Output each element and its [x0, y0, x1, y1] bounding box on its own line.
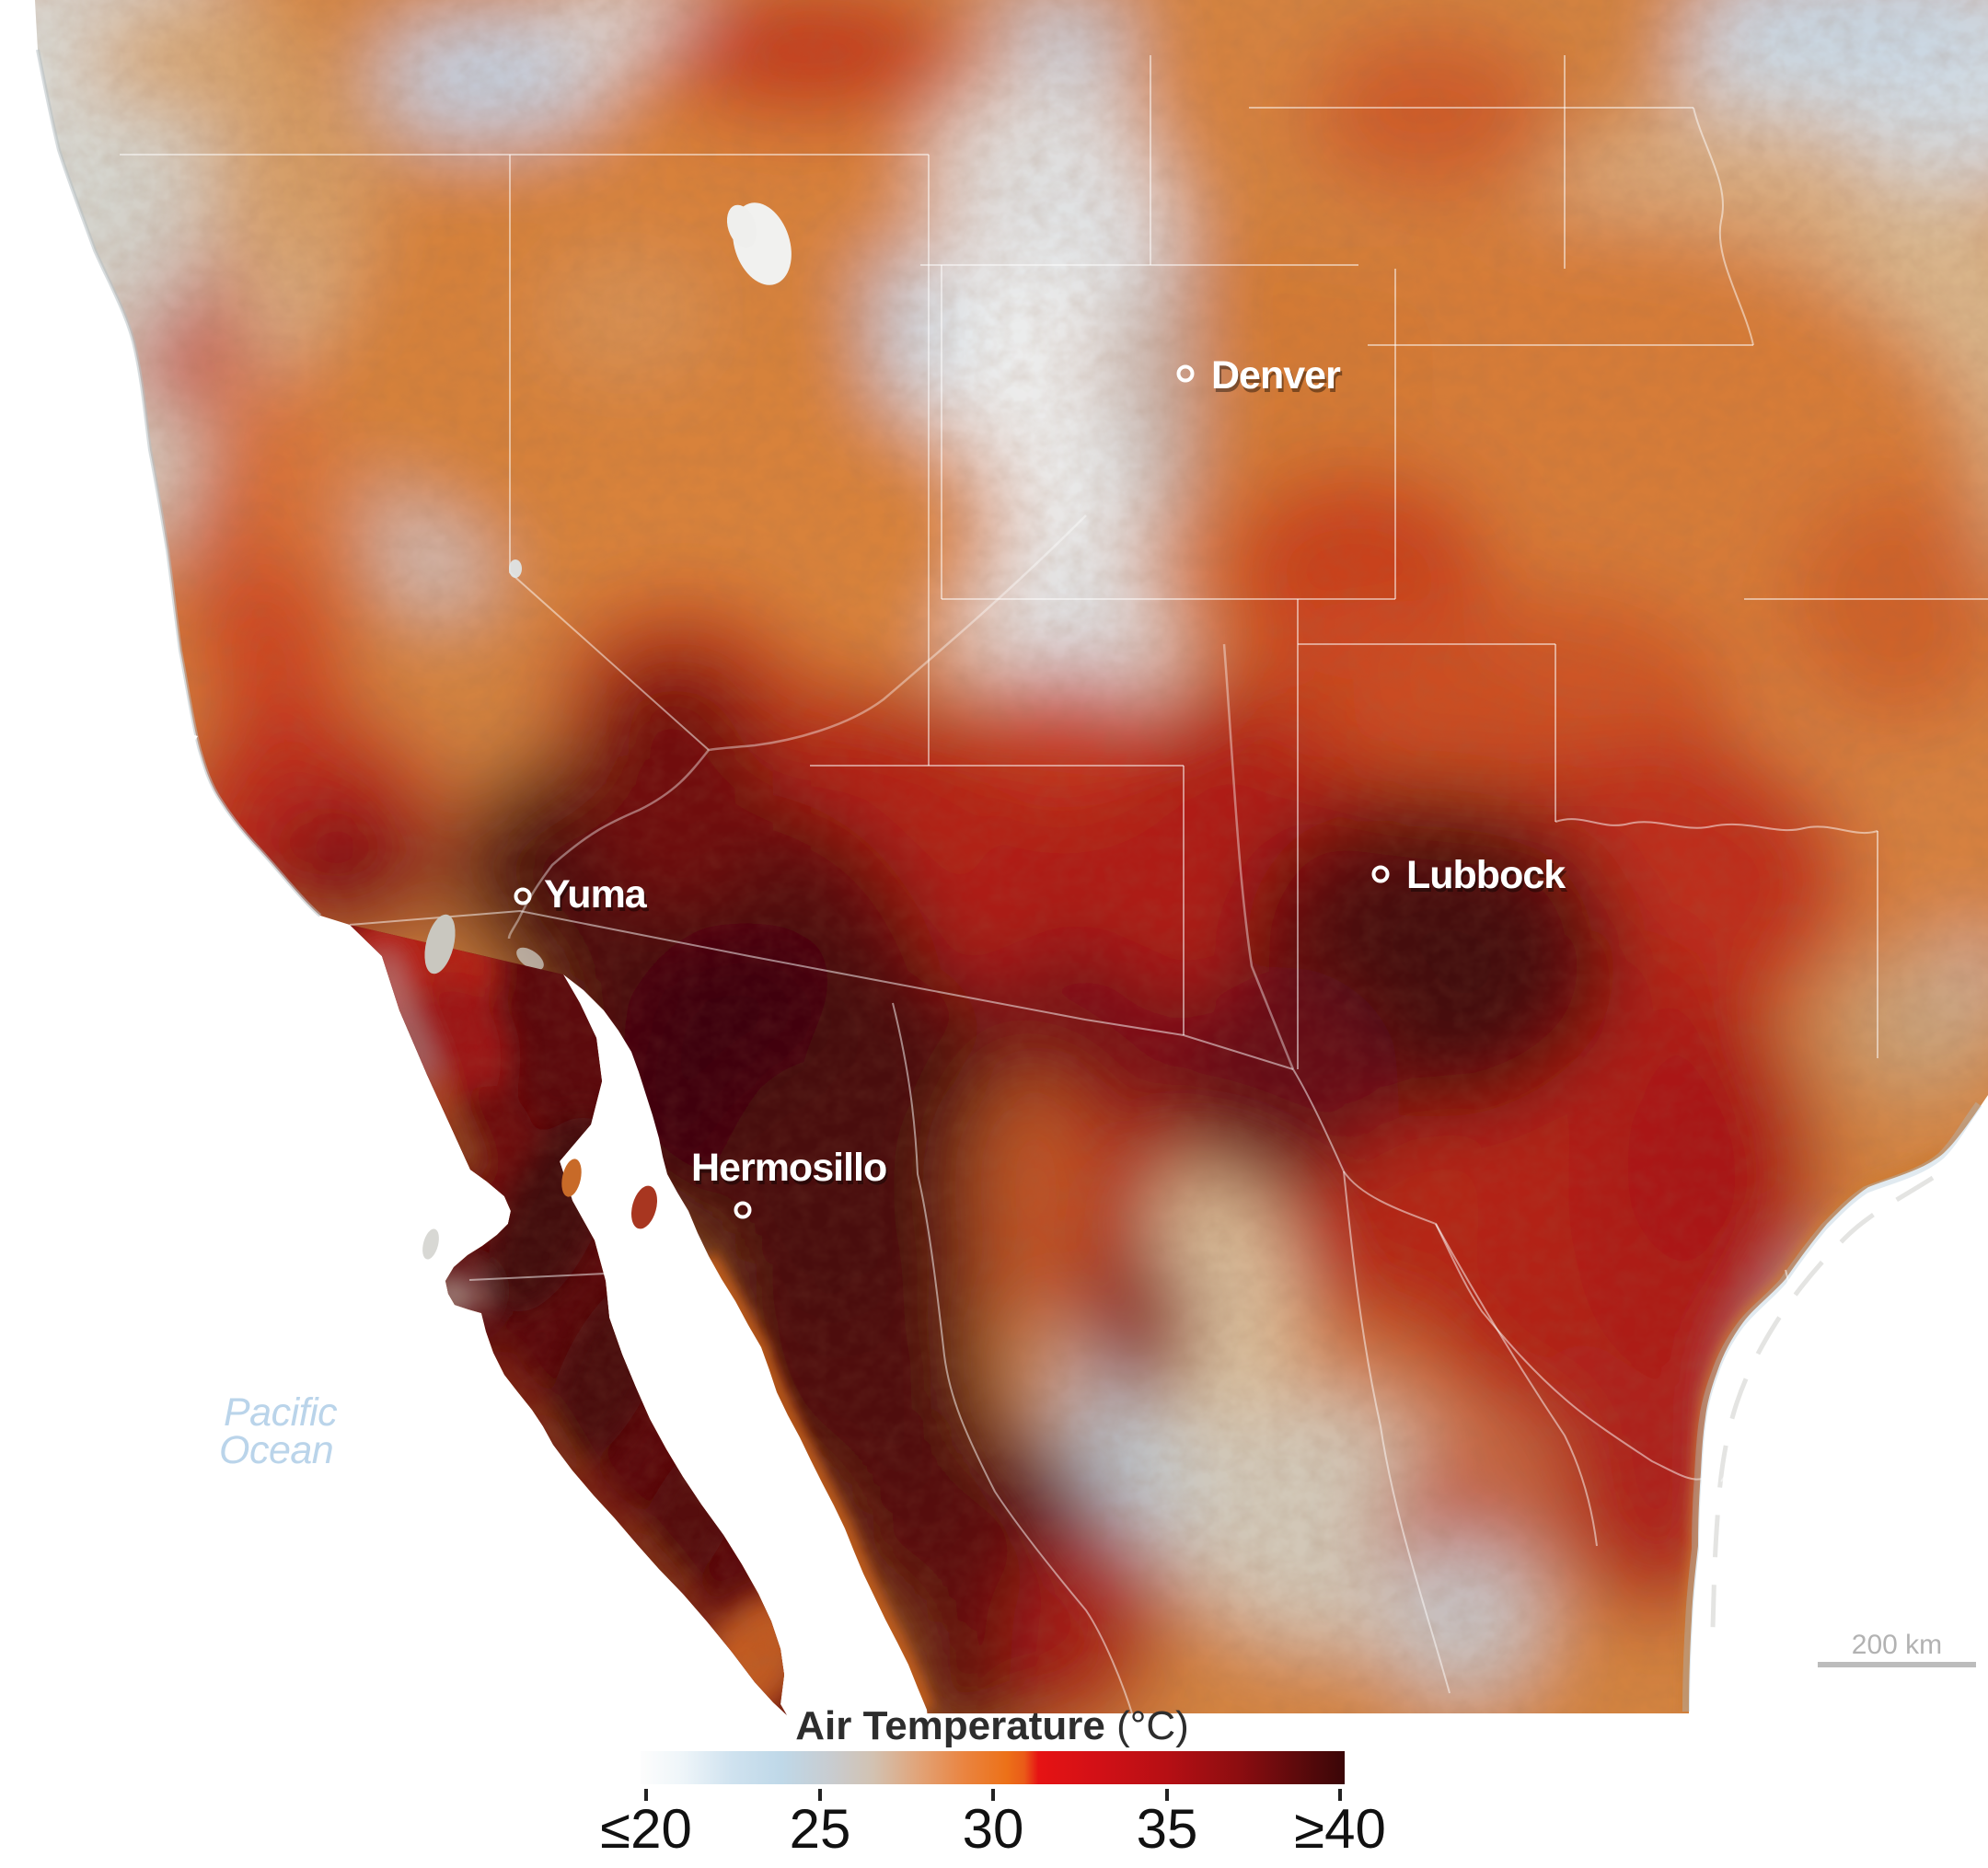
svg-text:≥40: ≥40 — [1294, 1798, 1386, 1860]
svg-text:25: 25 — [790, 1798, 851, 1860]
svg-text:≤20: ≤20 — [600, 1798, 692, 1860]
svg-text:Denver: Denver — [1213, 357, 1343, 401]
svg-text:Lubbock: Lubbock — [1406, 853, 1566, 897]
svg-text:30: 30 — [963, 1798, 1024, 1860]
svg-text:35: 35 — [1137, 1798, 1198, 1860]
svg-text:200 km: 200 km — [1852, 1630, 1942, 1660]
svg-text:Ocean: Ocean — [219, 1428, 333, 1472]
svg-text:Air Temperature (°C): Air Temperature (°C) — [795, 1703, 1189, 1748]
svg-text:Yuma: Yuma — [544, 872, 648, 917]
svg-text:Hermosillo: Hermosillo — [691, 1146, 886, 1190]
svg-text:Hermosillo: Hermosillo — [693, 1149, 888, 1193]
svg-text:Pacific: Pacific — [224, 1390, 338, 1435]
svg-text:Denver: Denver — [1211, 353, 1341, 398]
svg-text:Lubbock: Lubbock — [1408, 857, 1567, 901]
svg-text:Yuma: Yuma — [546, 876, 650, 920]
